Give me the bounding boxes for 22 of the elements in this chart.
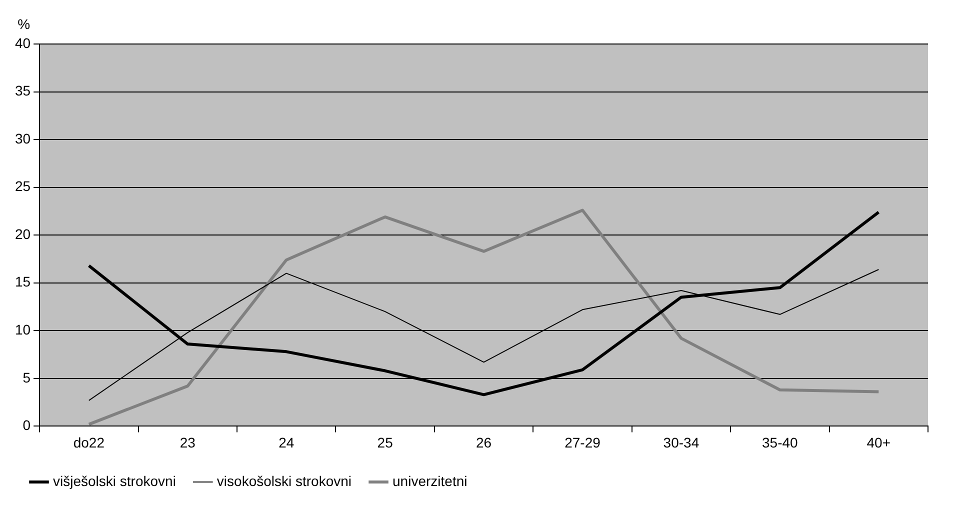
y-tick-label: 35 — [14, 82, 31, 99]
x-tick-label: 30-34 — [663, 434, 700, 450]
y-tick-label: 30 — [14, 130, 31, 146]
legend-label: višješolski strokovni — [53, 472, 176, 489]
y-tick-label: 20 — [14, 226, 31, 242]
x-tick-label: 25 — [377, 434, 394, 450]
x-tick-label: do22 — [73, 434, 105, 450]
y-tick-label: 25 — [14, 178, 31, 194]
x-tick-label: 27-29 — [564, 434, 601, 450]
legend-label: visokošolski strokovni — [216, 472, 352, 489]
x-tick-label: 24 — [278, 434, 294, 450]
y-axis-title: % — [18, 16, 30, 32]
y-tick-label: 15 — [14, 274, 31, 290]
y-tick-label: 5 — [22, 369, 31, 386]
y-tick-label: 10 — [14, 322, 31, 338]
y-tick-label: 40 — [14, 34, 31, 51]
x-tick-label: 40+ — [866, 434, 891, 450]
x-tick-label: 23 — [180, 434, 196, 450]
legend-label: univerzitetni — [392, 472, 468, 489]
y-tick-label: 0 — [22, 417, 31, 434]
x-tick-label: 26 — [476, 434, 492, 450]
x-tick-label: 35-40 — [762, 434, 798, 450]
